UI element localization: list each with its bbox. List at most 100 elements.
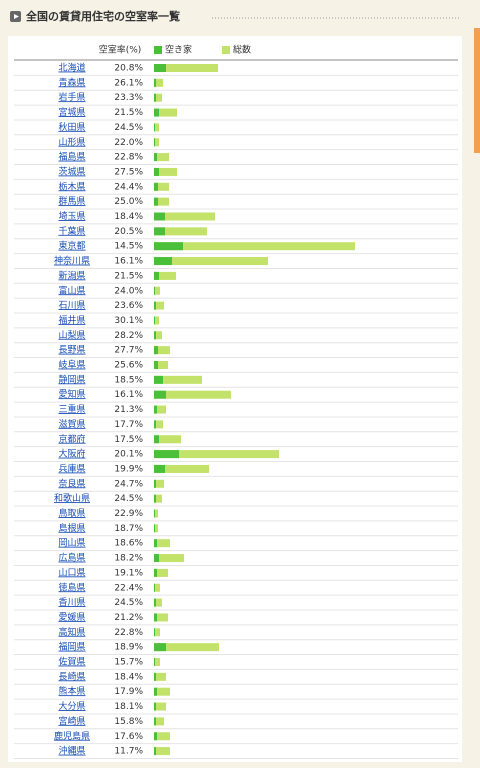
rate-value: 23.6% xyxy=(114,301,143,311)
rate-value: 22.8% xyxy=(114,628,143,638)
rate-value: 30.1% xyxy=(114,316,143,326)
total-bar xyxy=(154,227,207,236)
prefecture-link[interactable]: 青森県 xyxy=(58,76,85,88)
prefecture-link[interactable]: 茨城県 xyxy=(58,166,85,177)
rate-value: 18.4% xyxy=(114,212,143,222)
total-bar xyxy=(154,64,218,72)
vacant-bar xyxy=(154,182,158,191)
prefecture-link[interactable]: 鹿児島県 xyxy=(54,730,90,742)
prefecture-link[interactable]: 兵庫県 xyxy=(58,462,85,474)
vacant-bar xyxy=(154,717,156,726)
total-bar xyxy=(154,167,177,176)
rate-value: 20.1% xyxy=(114,450,143,460)
vacant-bar xyxy=(154,598,156,607)
prefecture-link[interactable]: 滋賀県 xyxy=(58,418,85,430)
prefecture-link[interactable]: 長崎県 xyxy=(58,670,85,682)
prefecture-link[interactable]: 北海道 xyxy=(58,62,85,74)
rate-value: 25.0% xyxy=(114,197,143,207)
total-bar xyxy=(154,375,202,384)
rate-value: 24.5% xyxy=(114,123,143,133)
prefecture-link[interactable]: 長野県 xyxy=(58,345,85,356)
prefecture-link[interactable]: 三重県 xyxy=(58,403,85,415)
prefecture-link[interactable]: 鳥取県 xyxy=(58,507,85,519)
total-bar xyxy=(154,643,219,652)
prefecture-link[interactable]: 静岡県 xyxy=(58,373,85,385)
total-bar xyxy=(154,420,163,429)
prefecture-link[interactable]: 岩手県 xyxy=(58,91,85,103)
prefecture-link[interactable]: 宮城県 xyxy=(58,106,85,118)
total-bar xyxy=(154,450,279,459)
prefecture-link[interactable]: 沖縄県 xyxy=(58,745,85,757)
prefecture-link[interactable]: 広島県 xyxy=(58,552,85,564)
total-bar xyxy=(154,702,166,711)
prefecture-link[interactable]: 愛媛県 xyxy=(58,611,85,623)
vacant-bar xyxy=(154,257,172,266)
prefecture-link[interactable]: 香川県 xyxy=(58,597,85,608)
total-bar xyxy=(154,286,160,295)
prefecture-link[interactable]: 群馬県 xyxy=(58,195,85,207)
prefecture-link[interactable]: 愛知県 xyxy=(58,388,85,400)
rate-value: 23.3% xyxy=(114,93,143,103)
vacant-bar xyxy=(154,227,165,236)
total-bar xyxy=(154,464,209,473)
rate-value: 18.1% xyxy=(114,702,143,712)
prefecture-link[interactable]: 大阪府 xyxy=(58,448,85,460)
title-icon-arrow xyxy=(14,14,19,19)
total-bar xyxy=(154,271,176,280)
total-bar xyxy=(154,613,168,622)
total-bar xyxy=(154,182,169,191)
rate-value: 27.7% xyxy=(114,346,143,356)
prefecture-link[interactable]: 徳島県 xyxy=(58,581,85,593)
panel xyxy=(8,36,462,762)
prefecture-link[interactable]: 福島県 xyxy=(58,151,85,163)
vacant-bar xyxy=(154,539,157,548)
vacant-bar xyxy=(154,390,166,399)
prefecture-link[interactable]: 島根県 xyxy=(58,522,85,534)
prefecture-link[interactable]: 秋田県 xyxy=(58,121,85,133)
rate-value: 17.7% xyxy=(114,420,143,430)
prefecture-link[interactable]: 栃木県 xyxy=(58,180,85,192)
total-bar xyxy=(154,494,162,503)
prefecture-link[interactable]: 神奈川県 xyxy=(54,255,90,267)
prefecture-link[interactable]: 岡山県 xyxy=(58,538,85,549)
prefecture-link[interactable]: 福井県 xyxy=(58,314,85,326)
prefecture-link[interactable]: 山形県 xyxy=(58,136,85,148)
prefecture-link[interactable]: 山梨県 xyxy=(58,329,85,341)
rate-value: 24.4% xyxy=(114,182,143,192)
prefecture-link[interactable]: 福岡県 xyxy=(58,641,85,653)
total-bar xyxy=(154,747,170,756)
vacant-bar xyxy=(154,643,166,652)
prefecture-link[interactable]: 熊本県 xyxy=(58,685,85,697)
vacant-bar xyxy=(154,524,155,533)
total-bar xyxy=(154,212,215,221)
vacant-bar xyxy=(154,658,155,666)
prefecture-link[interactable]: 高知県 xyxy=(58,626,85,638)
prefecture-link[interactable]: 佐賀県 xyxy=(58,656,85,668)
vacant-bar xyxy=(154,628,155,637)
vacant-bar xyxy=(154,450,179,459)
total-bar xyxy=(154,123,159,132)
prefecture-link[interactable]: 岐阜県 xyxy=(58,359,85,371)
rate-value: 15.8% xyxy=(114,717,143,727)
vacant-bar xyxy=(154,479,156,488)
prefecture-link[interactable]: 石川県 xyxy=(58,300,85,311)
vacant-bar xyxy=(154,212,165,221)
prefecture-link[interactable]: 京都府 xyxy=(58,434,85,445)
prefecture-link[interactable]: 宮崎県 xyxy=(58,715,85,727)
rate-value: 19.9% xyxy=(114,464,143,474)
prefecture-link[interactable]: 山口県 xyxy=(58,567,85,578)
vacant-bar xyxy=(154,494,156,503)
prefecture-link[interactable]: 大分県 xyxy=(58,700,85,712)
prefecture-link[interactable]: 千葉県 xyxy=(58,225,85,237)
total-bar xyxy=(154,242,355,251)
prefecture-link[interactable]: 東京都 xyxy=(58,240,85,252)
vacant-bar xyxy=(154,583,155,592)
rate-value: 27.5% xyxy=(114,167,143,177)
total-bar xyxy=(154,658,160,666)
prefecture-link[interactable]: 奈良県 xyxy=(58,477,85,489)
prefecture-link[interactable]: 新潟県 xyxy=(58,269,85,281)
vacant-bar xyxy=(154,375,163,384)
prefecture-link[interactable]: 和歌山県 xyxy=(54,493,90,504)
prefecture-link[interactable]: 埼玉県 xyxy=(58,210,85,222)
prefecture-link[interactable]: 富山県 xyxy=(58,284,85,296)
